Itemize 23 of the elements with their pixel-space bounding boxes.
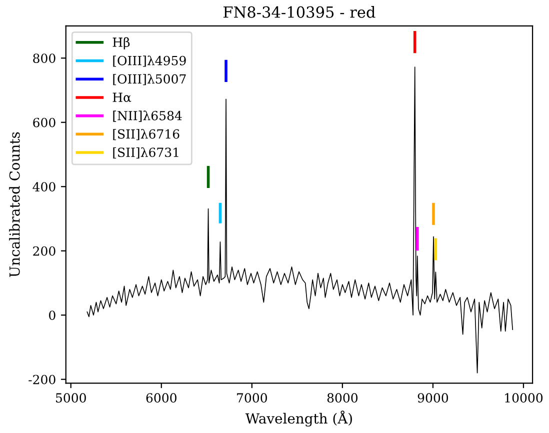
y-tick-label: 0 (49, 310, 56, 320)
chart-title: FN8-34-10395 - red (224, 6, 376, 18)
legend-label: [SII]λ6731 (113, 147, 178, 159)
legend-label: Hβ (112, 37, 130, 50)
y-axis-title: Uncalibrated Counts (9, 132, 20, 277)
x-axis-title: Wavelength (Å) (245, 410, 352, 427)
x-tick-label: 8000 (327, 393, 358, 403)
y-tick-label: 600 (33, 118, 56, 128)
line-series (86, 66, 514, 374)
x-tick-label: 10000 (505, 393, 543, 403)
legend-label: [SII]λ6716 (113, 128, 180, 140)
x-tick-label: 5000 (56, 393, 86, 403)
x-tick-label: 7000 (237, 393, 267, 403)
legend-label: [OIII]λ4959 (113, 56, 186, 67)
legend-label: [OIII]λ5007 (113, 74, 186, 86)
y-tick-label: 800 (33, 54, 56, 64)
y-tick-label: -200 (28, 374, 56, 384)
legend-label: Hα (112, 92, 132, 102)
legend-label: [NII]λ6584 (113, 110, 182, 122)
x-tick-label: 6000 (146, 393, 176, 403)
y-tick-label: 200 (33, 246, 56, 256)
y-tick-label: 400 (32, 182, 56, 192)
x-tick-label: 9000 (418, 393, 448, 403)
